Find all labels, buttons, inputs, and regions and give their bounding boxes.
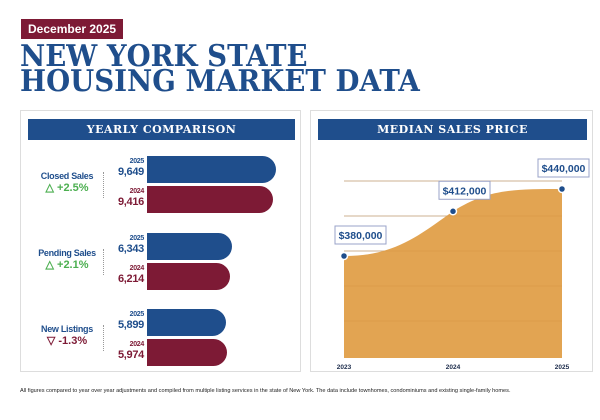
triangle-up-icon: △ (45, 259, 54, 271)
metric-summary: Pending Sales △ +2.1% (27, 248, 107, 271)
median-sales-price-heading: MEDIAN SALES PRICE (318, 119, 587, 140)
yearly-comparison-panel: YEARLY COMPARISON Closed Sales △ +2.5% 2… (20, 110, 301, 372)
metric-change-value: +2.1% (57, 259, 89, 271)
data-label: $440,000 (542, 163, 586, 175)
page-title: NEW YORK STATE HOUSING MARKET DATA (20, 39, 420, 99)
metric-change: △ +2.1% (27, 258, 107, 271)
bar-current (147, 309, 226, 336)
x-tick-label: 2025 (555, 364, 570, 371)
metric-change: ▽ -1.3% (27, 334, 107, 347)
title-line-2: HOUSING MARKET DATA (20, 64, 420, 99)
x-tick-label: 2023 (337, 364, 352, 371)
data-point (339, 251, 349, 261)
current-year: 2025 (129, 311, 145, 318)
data-label-box (334, 225, 387, 245)
bar-prior (147, 339, 227, 366)
date-badge: December 2025 (21, 19, 124, 39)
current-year: 2025 (129, 235, 145, 242)
metric-label: Pending Sales (38, 248, 96, 258)
median-price-chart: $380,000 2023 $412,000 2024 $440,000 2025 (334, 158, 590, 371)
metric-change-value: +2.5% (57, 182, 89, 194)
metric-summary: New Listings ▽ -1.3% (27, 324, 107, 347)
metric-label: New Listings (41, 324, 93, 334)
data-label-box (537, 158, 590, 178)
bar-prior (147, 263, 231, 290)
divider (103, 172, 104, 198)
current-value: 6,343 (117, 243, 144, 255)
metric-summary: Closed Sales △ +2.5% (27, 171, 107, 194)
triangle-down-icon: ▽ (46, 335, 56, 347)
prior-value: 5,974 (117, 349, 144, 361)
metric-change: △ +2.5% (27, 181, 107, 194)
prior-value: 9,416 (117, 196, 144, 208)
metric-change-value: -1.3% (58, 335, 88, 347)
current-value: 9,649 (117, 166, 144, 178)
bar-current (147, 156, 276, 183)
data-label: $380,000 (339, 230, 383, 242)
data-label: $412,000 (443, 185, 487, 197)
area-series (344, 189, 562, 358)
bar-current (147, 233, 232, 260)
data-point (557, 184, 567, 194)
yearly-comparison-heading: YEARLY COMPARISON (28, 119, 295, 140)
divider (103, 325, 104, 351)
prior-year: 2024 (129, 341, 145, 348)
divider (103, 249, 104, 275)
title-line-1: NEW YORK STATE (20, 39, 308, 74)
median-sales-price-panel: MEDIAN SALES PRICE $380,000 2023 $412,000 2… (310, 110, 593, 372)
prior-value: 6,214 (117, 273, 144, 285)
prior-year: 2024 (129, 188, 145, 195)
prior-year: 2024 (129, 265, 145, 272)
data-label-box (438, 180, 491, 200)
current-year: 2025 (129, 158, 145, 165)
x-tick-label: 2024 (446, 364, 461, 371)
data-point (448, 207, 458, 216)
current-value: 5,899 (117, 319, 144, 331)
bar-prior (147, 186, 273, 213)
footnote: All figures compared to year over year a… (20, 388, 511, 394)
metric-label: Closed Sales (40, 171, 94, 181)
triangle-up-icon: △ (45, 182, 54, 194)
